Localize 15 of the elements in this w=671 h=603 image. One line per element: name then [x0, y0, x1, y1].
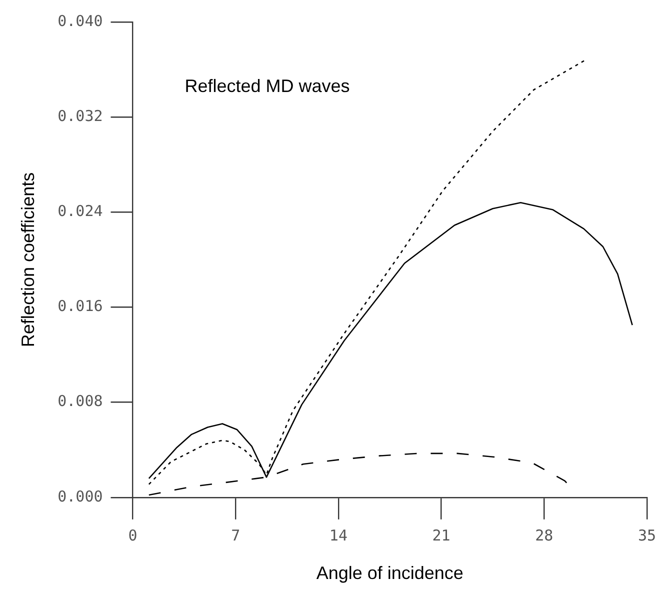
y-tick-label: 0.008 [58, 392, 103, 410]
y-tick-label: 0.040 [58, 12, 103, 30]
annotation: Reflected MD waves [184, 76, 350, 96]
x-tick-label: 14 [329, 526, 348, 544]
y-tick-label: 0.016 [58, 297, 103, 316]
x-tick-label: 7 [231, 526, 240, 544]
x-tick-label: 0 [128, 526, 138, 544]
x-tick-label: 28 [535, 526, 554, 544]
y-tick-label: 0.024 [58, 202, 103, 220]
x-axis-title: Angle of incidence [316, 563, 464, 584]
y-tick-label: 0.032 [58, 106, 103, 125]
y-axis-title: Reflection coefficients [18, 172, 38, 348]
x-tick-label: 21 [432, 526, 450, 544]
y-tick-label: 0.000 [58, 487, 103, 506]
x-tick-label: 35 [638, 526, 656, 544]
